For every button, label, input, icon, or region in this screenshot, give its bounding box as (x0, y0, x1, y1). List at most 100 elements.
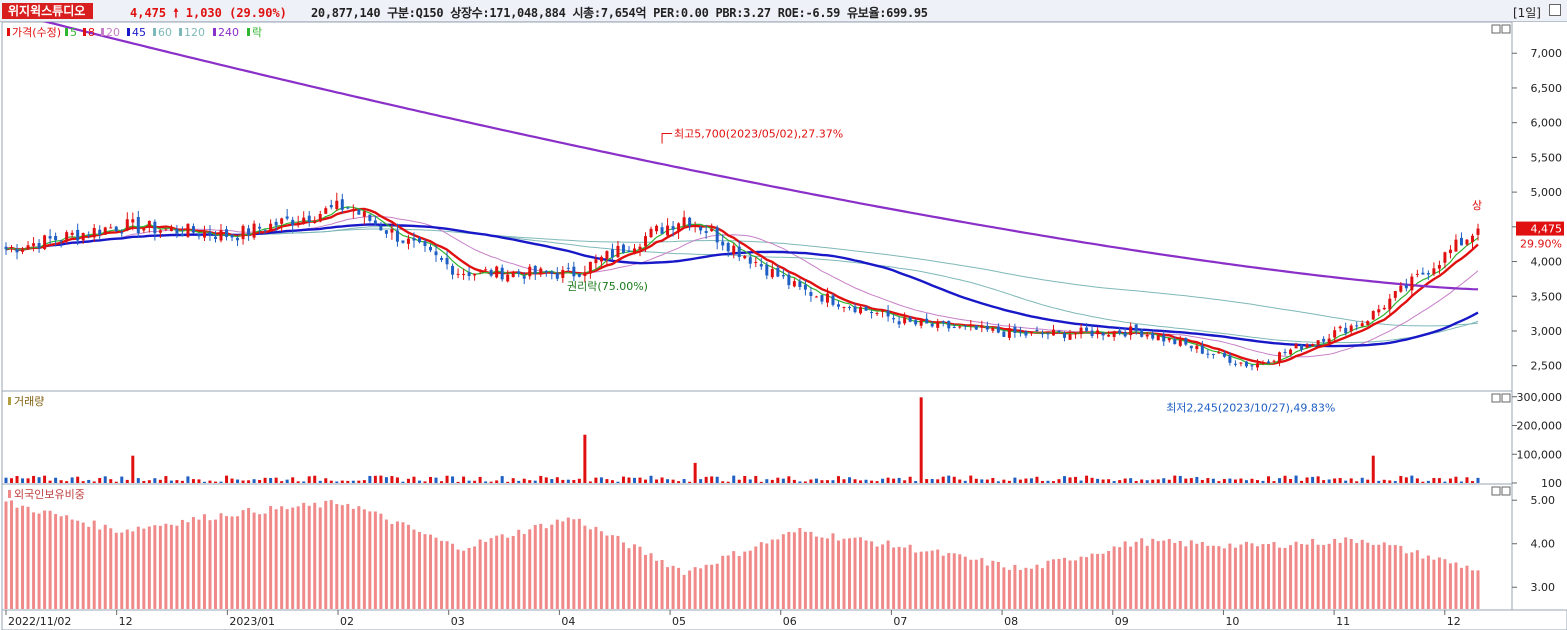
change-percent: (29.90%) (229, 6, 287, 20)
candle-body (1013, 326, 1017, 333)
foreign-ratio-bar (1244, 541, 1248, 609)
foreign-ratio-bar (313, 502, 317, 609)
candle-body (903, 317, 907, 324)
candle-body (1211, 353, 1215, 355)
volume-bar (280, 481, 284, 483)
candle-body (136, 217, 140, 233)
foreign-ratio-bar (103, 524, 107, 609)
foreign-ratio-bar (1448, 563, 1452, 609)
candle-body (533, 266, 537, 274)
candle-body (688, 217, 692, 227)
stock-name[interactable]: 위지윅스튜디오 (2, 3, 94, 19)
foreign-ratio-bar (10, 500, 14, 609)
volume-bar (1355, 481, 1359, 483)
foreign-ratio-bar (649, 553, 653, 609)
volume-bar (610, 480, 614, 483)
candle-body (870, 312, 874, 314)
volume-bar (451, 476, 455, 483)
candle-body (296, 222, 300, 225)
candle-body (247, 228, 251, 236)
volume-bar (831, 480, 835, 483)
volume-bar (32, 475, 36, 483)
legend-swatch (65, 28, 68, 36)
volume-bar (1393, 481, 1397, 483)
foreign-ratio-bar (1002, 567, 1006, 609)
foreign-ratio-bar (1300, 544, 1304, 609)
header-window-button[interactable] (1549, 4, 1561, 16)
foreign-ratio-bar (544, 528, 548, 609)
candle-body (963, 325, 967, 327)
foreign-ratio-bar (1040, 568, 1044, 609)
candle-body (616, 245, 620, 258)
foreign-ratio-bar (737, 556, 741, 609)
volume-bar (368, 475, 372, 483)
foreign-ratio-bar (70, 519, 74, 609)
price-tick-label: 5,000 (1531, 186, 1563, 199)
foreign-ratio-bar (1211, 545, 1215, 609)
panel-close-button[interactable] (1501, 24, 1511, 34)
candle-body (1123, 331, 1127, 337)
volume-bar (1344, 480, 1348, 483)
foreign-ratio-bar (285, 509, 289, 609)
volume-bar (1443, 481, 1447, 483)
volume-bar (699, 479, 703, 483)
candle-body (638, 246, 642, 250)
foreign-ratio-bar (831, 533, 835, 609)
foreign-ratio-bar (1189, 540, 1193, 609)
legend-label: 240 (218, 26, 239, 39)
volume-bar (947, 475, 951, 483)
price-panel (1, 22, 1513, 392)
candle-body (644, 236, 648, 247)
candle-body (417, 238, 421, 243)
foreign-ratio-bar (914, 552, 918, 609)
foreign-ratio-bar (21, 505, 25, 609)
foreign-ratio-bar (704, 564, 708, 609)
foreign-ratio-bar (682, 574, 686, 609)
foreign-restore-button[interactable] (1491, 486, 1501, 496)
change-amount: 1,030 (185, 6, 222, 20)
candle-body (511, 271, 515, 277)
volume-restore-button[interactable] (1491, 393, 1501, 403)
foreign-ratio-bar (153, 525, 157, 609)
candle-body (1366, 321, 1370, 325)
foreign-ratio-bar (550, 524, 554, 609)
legend-label: 120 (184, 26, 205, 39)
foreign-ratio-bar (776, 539, 780, 609)
foreign-ratio-bar (412, 529, 416, 609)
volume-bar (1107, 479, 1111, 483)
candle-body (274, 221, 278, 226)
volume-bar (506, 481, 510, 483)
volume-bar (346, 480, 350, 483)
ma5-line (5, 206, 1479, 366)
volume-bar (1448, 478, 1452, 483)
volume-bar (285, 479, 289, 483)
volume-bar (1272, 481, 1276, 483)
foreign-close-button[interactable] (1501, 486, 1511, 496)
volume-bar (351, 480, 355, 483)
x-tick-label: 08 (1004, 615, 1018, 628)
candle-body (263, 229, 267, 231)
foreign-ratio-bar (98, 529, 102, 609)
candle-body (726, 242, 730, 252)
candle-body (1107, 335, 1111, 337)
volume-panel (1, 390, 1513, 485)
foreign-ratio-bar (1029, 568, 1033, 609)
volume-bar (908, 476, 912, 483)
foreign-ratio-bar (1250, 543, 1254, 609)
foreign-ratio-bar (4, 501, 8, 609)
candle-body (351, 210, 355, 212)
candle-body (1344, 327, 1348, 334)
period-selector[interactable]: [1일] (1512, 6, 1541, 20)
candle-body (147, 220, 151, 228)
volume-tick-label: 100 (1541, 477, 1562, 490)
foreign-ratio-bar (373, 511, 377, 609)
volume-close-button[interactable] (1501, 393, 1511, 403)
candle-body (1305, 344, 1309, 348)
foreign-ratio-bar (539, 523, 543, 609)
volume-bar (704, 476, 708, 483)
panel-restore-button[interactable] (1491, 24, 1501, 34)
candle-body (704, 231, 708, 233)
volume-bar (362, 480, 366, 483)
candle-body (952, 326, 956, 328)
candle-body (125, 219, 129, 230)
